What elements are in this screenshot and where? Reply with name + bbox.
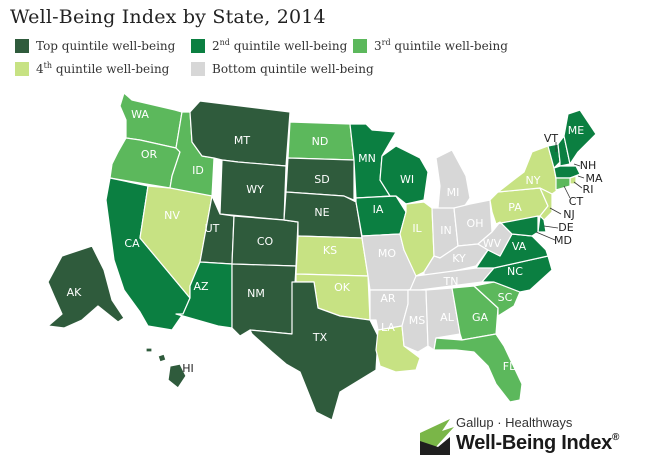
label-tn: TN (443, 275, 459, 288)
label-in: IN (440, 224, 451, 237)
label-mi: MI (447, 186, 460, 199)
legend-swatch-q3 (353, 38, 367, 53)
label-ms: MS (409, 314, 425, 327)
state-ia[interactable] (355, 195, 407, 237)
label-fl: FL (503, 360, 516, 373)
legend-item-q2: 2nd quintile well-being (191, 38, 347, 53)
state-labels: WA OR CA ID NV MT WY UT AZ CO NM ND SD N… (67, 108, 603, 375)
label-az: AZ (193, 280, 209, 293)
legend-label-q1: Top quintile well-being (36, 39, 176, 53)
legend-label-q2: 2nd quintile well-being (212, 38, 348, 53)
brand-main-text: Well-Being Index® (456, 432, 620, 454)
label-md: MD (554, 234, 572, 247)
legend-label-q3: 3rd quintile well-being (374, 38, 508, 53)
legend-swatch-q2 (191, 38, 205, 53)
legend-swatch-q5 (191, 61, 205, 76)
label-co: CO (257, 235, 274, 248)
legend-label-q4: 4th quintile well-being (36, 61, 170, 76)
label-ks: KS (323, 244, 337, 257)
state-il[interactable] (399, 201, 435, 277)
label-al: AL (440, 311, 455, 324)
label-me: ME (568, 124, 584, 137)
state-hi-maui[interactable] (157, 353, 167, 363)
legend-item-q4: 4th quintile well-being (15, 61, 169, 76)
legend-swatch-q1 (15, 38, 29, 53)
label-nj: NJ (563, 208, 574, 221)
label-ny: NY (526, 174, 541, 187)
label-vt: VT (544, 132, 559, 145)
state-tx[interactable] (249, 281, 379, 421)
state-nh[interactable] (557, 135, 571, 167)
label-ne: NE (314, 206, 329, 219)
label-ga: GA (472, 311, 489, 324)
state-md[interactable] (495, 215, 539, 237)
label-tx: TX (312, 331, 328, 344)
brand-logo: Gallup · Healthways Well-Being Index® (420, 415, 630, 465)
label-id: ID (192, 164, 204, 177)
state-me[interactable] (563, 109, 597, 165)
label-wa: WA (131, 108, 149, 121)
label-mt: MT (234, 134, 250, 147)
label-oh: OH (467, 217, 484, 230)
label-ar: AR (380, 292, 396, 305)
legend-item-q3: 3rd quintile well-being (353, 38, 508, 53)
label-ia: IA (373, 203, 384, 216)
legend: Top quintile well-being 2nd quintile wel… (15, 38, 535, 78)
label-sc: SC (498, 291, 513, 304)
label-wy: WY (246, 183, 264, 196)
label-nv: NV (164, 209, 180, 222)
state-ak[interactable] (47, 245, 125, 329)
state-mi[interactable] (435, 149, 471, 211)
label-il: IL (412, 222, 422, 235)
label-ma: MA (585, 172, 602, 185)
label-ut: UT (205, 222, 220, 235)
state-fl[interactable] (433, 333, 523, 403)
label-ak: AK (67, 286, 83, 299)
label-va: VA (512, 240, 527, 253)
state-ct[interactable] (555, 177, 571, 191)
label-nc: NC (507, 265, 523, 278)
label-hi: HI (182, 362, 194, 375)
label-nm: NM (247, 287, 265, 300)
map-title: Well-Being Index by State, 2014 (10, 6, 326, 28)
brand-mark-icon (420, 419, 454, 455)
label-ri: RI (583, 183, 594, 196)
brand-top-text: Gallup · Healthways (456, 415, 573, 430)
label-mo: MO (378, 247, 396, 260)
label-ok: OK (334, 281, 351, 294)
label-pa: PA (508, 201, 522, 214)
label-ct: CT (569, 195, 584, 208)
state-de[interactable] (537, 215, 547, 233)
label-wi: WI (400, 173, 414, 186)
state-nm[interactable] (231, 263, 297, 337)
label-wv: WV (483, 237, 502, 250)
state-wi[interactable] (379, 145, 429, 205)
label-or: OR (141, 148, 158, 161)
legend-label-q5: Bottom quintile well-being (212, 62, 374, 76)
state-hi[interactable] (145, 347, 153, 353)
label-nd: ND (312, 135, 329, 148)
state-wy[interactable] (219, 159, 287, 221)
label-sd: SD (314, 173, 329, 186)
label-mn: MN (358, 152, 376, 165)
legend-item-q1: Top quintile well-being (15, 38, 175, 53)
label-de: DE (558, 221, 573, 234)
legend-item-q5: Bottom quintile well-being (191, 61, 374, 76)
leader-lines (535, 142, 585, 241)
label-ca: CA (124, 237, 140, 250)
state-hi-big-island[interactable] (167, 363, 187, 389)
label-ky: KY (452, 252, 466, 265)
label-la: LA (381, 321, 395, 334)
legend-swatch-q4 (15, 61, 29, 76)
label-nh: NH (580, 159, 597, 172)
